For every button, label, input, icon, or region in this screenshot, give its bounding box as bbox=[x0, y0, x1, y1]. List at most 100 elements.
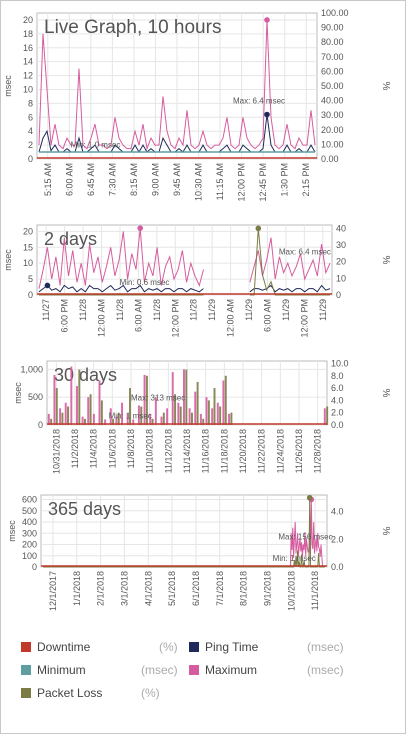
bar-packet-loss bbox=[83, 418, 86, 425]
y-tick-label: 12 bbox=[23, 71, 33, 81]
chart-title: 365 days bbox=[48, 499, 121, 519]
y2-axis-title: % bbox=[380, 82, 391, 91]
y2-tick-label: 2.0 bbox=[331, 408, 344, 418]
chart-title: Live Graph, 10 hours bbox=[44, 17, 221, 38]
bar-packet-loss bbox=[117, 412, 120, 425]
max-marker-maximum bbox=[137, 225, 144, 231]
bar-packet-loss bbox=[61, 412, 64, 425]
bar-packet-loss bbox=[151, 418, 154, 425]
x-tick-label: 11/22/2018 bbox=[257, 429, 267, 473]
y2-tick-label: 60.00 bbox=[321, 66, 344, 76]
x-tick-label: 11/24/2018 bbox=[275, 429, 285, 473]
x-tick-label: 7:30 AM bbox=[107, 163, 117, 196]
bar-maximum bbox=[160, 416, 163, 425]
y-tick-label: 16 bbox=[23, 43, 33, 53]
bar-packet-loss bbox=[224, 375, 227, 425]
bar-maximum bbox=[149, 413, 152, 425]
y2-tick-label: 0.00 bbox=[321, 154, 339, 164]
x-tick-label: 11/28 bbox=[189, 299, 199, 321]
bar-packet-loss bbox=[55, 388, 58, 425]
x-tick-label: 11/10/2018 bbox=[145, 429, 155, 473]
legend-label: Packet Loss bbox=[37, 686, 103, 700]
x-tick-label: 11/27 bbox=[41, 299, 51, 321]
maximum-swatch-icon bbox=[189, 665, 199, 675]
y2-axis-title: % bbox=[380, 389, 391, 398]
x-tick-label: 11/28 bbox=[115, 299, 125, 321]
bar-maximum bbox=[70, 366, 73, 425]
bar-maximum bbox=[115, 416, 118, 425]
x-tick-label: 11/29 bbox=[244, 299, 254, 321]
bar-packet-loss bbox=[213, 388, 216, 425]
x-tick-label: 12:00 AM bbox=[226, 299, 236, 337]
y-tick-label: 400 bbox=[22, 517, 37, 527]
bar-maximum bbox=[109, 408, 112, 425]
x-tick-label: 1/1/2018 bbox=[72, 571, 82, 606]
x-tick-label: 9/1/2018 bbox=[262, 571, 272, 606]
x-tick-label: 11/29 bbox=[207, 299, 217, 321]
bar-maximum bbox=[98, 380, 101, 425]
max-marker-ping-time bbox=[264, 111, 270, 118]
y2-tick-label: 50.00 bbox=[321, 81, 344, 91]
y-tick-label: 500 bbox=[22, 506, 37, 516]
y2-tick-label: 20.00 bbox=[321, 125, 344, 135]
bar-maximum bbox=[81, 416, 84, 425]
x-tick-label: 11/1/2018 bbox=[310, 571, 320, 610]
x-tick-label: 11/8/2018 bbox=[126, 429, 136, 468]
x-tick-label: 11/16/2018 bbox=[201, 429, 211, 473]
x-tick-label: 6/1/2018 bbox=[191, 571, 201, 606]
bar-maximum bbox=[177, 402, 180, 425]
bar-packet-loss bbox=[145, 375, 148, 425]
chart-title: 30 days bbox=[54, 365, 117, 385]
x-tick-label: 10:30 AM bbox=[194, 163, 204, 201]
x-tick-label: 2/1/2018 bbox=[96, 571, 106, 606]
y2-tick-label: 8.0 bbox=[331, 371, 344, 381]
bar-packet-loss bbox=[112, 418, 115, 425]
annotation-label: Max: 6.4 msec bbox=[233, 97, 285, 106]
bar-packet-loss bbox=[326, 406, 329, 425]
bar-packet-loss bbox=[89, 394, 92, 425]
x-tick-label: 11/28 bbox=[152, 299, 162, 321]
bar-maximum bbox=[137, 405, 140, 425]
bar-packet-loss bbox=[219, 406, 222, 425]
bar-maximum bbox=[216, 402, 219, 425]
chart-365-days: 0 100 200 300 400 500 600 0.0 2.0 4.0 msec% 12/1/20… bbox=[1, 489, 406, 639]
y2-tick-label: 30 bbox=[336, 240, 346, 250]
y-tick-label: 0 bbox=[28, 290, 33, 300]
ping-time-swatch-icon bbox=[189, 642, 199, 652]
x-tick-label: 11/26/2018 bbox=[294, 429, 304, 473]
x-tick-label: 11/20/2018 bbox=[238, 429, 248, 473]
x-tick-label: 8/1/2018 bbox=[239, 571, 249, 606]
y2-tick-label: 80.00 bbox=[321, 37, 344, 47]
annotation-label: Max: 156 msec bbox=[278, 533, 332, 542]
x-tick-label: 11/29 bbox=[281, 299, 291, 321]
bar-packet-loss bbox=[230, 412, 233, 425]
bar-maximum bbox=[171, 372, 174, 425]
chart-2-days: 0 5 10 15 20 0 10 20 30 40 msec% 11/27 6:00 PM 11/28 1… bbox=[1, 219, 406, 355]
bar-packet-loss bbox=[185, 369, 188, 425]
annotation-label: Min: 1 msec bbox=[273, 554, 316, 563]
x-tick-label: 11/14/2018 bbox=[182, 429, 192, 473]
y2-axis-title: % bbox=[380, 256, 391, 265]
bar-maximum bbox=[75, 386, 78, 425]
y-tick-label: 6 bbox=[28, 112, 33, 122]
bar-maximum bbox=[222, 380, 225, 425]
y-tick-label: 8 bbox=[28, 98, 33, 108]
annotation-label: Min: 0.6 msec bbox=[120, 278, 170, 287]
legend-unit: (%) bbox=[159, 640, 178, 654]
bar-packet-loss bbox=[162, 412, 165, 425]
y2-tick-label: 30.00 bbox=[321, 110, 344, 120]
bar-packet-loss bbox=[207, 400, 210, 425]
bar-packet-loss bbox=[196, 381, 199, 425]
bar-maximum bbox=[199, 413, 202, 425]
max-marker-maximum bbox=[264, 17, 270, 23]
y-tick-label: 200 bbox=[22, 540, 37, 550]
bar-packet-loss bbox=[100, 400, 103, 425]
x-tick-label: 12:00 PM bbox=[299, 299, 309, 338]
y2-tick-label: 10 bbox=[336, 273, 346, 283]
y-tick-label: 20 bbox=[23, 15, 33, 25]
y-tick-label: 0 bbox=[28, 154, 33, 164]
x-tick-label: 9:00 AM bbox=[150, 163, 160, 196]
x-tick-label: 12/1/2017 bbox=[48, 571, 58, 611]
y2-tick-label: 6.0 bbox=[331, 383, 344, 393]
